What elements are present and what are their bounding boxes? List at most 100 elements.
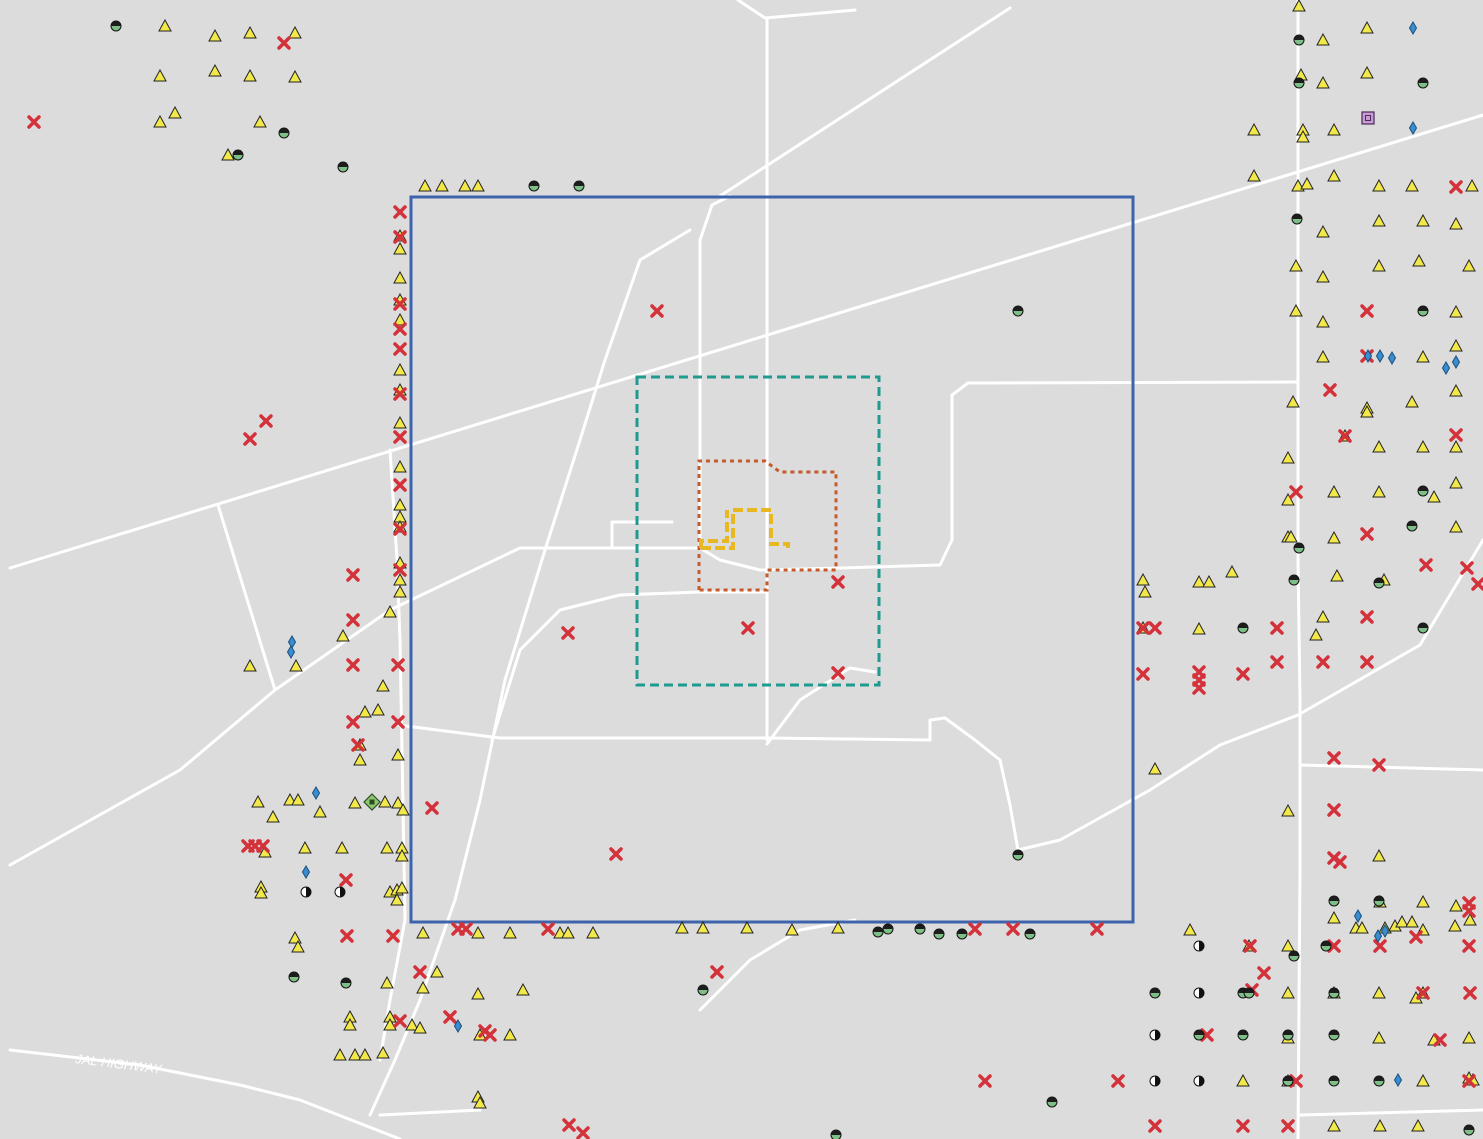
half-circle-icon[interactable] xyxy=(1046,1096,1058,1108)
red-x-icon[interactable] xyxy=(1360,655,1374,669)
red-x-icon[interactable] xyxy=(1148,1119,1162,1133)
red-x-icon[interactable] xyxy=(1360,527,1374,541)
red-x-icon[interactable] xyxy=(1449,428,1463,442)
red-x-icon[interactable] xyxy=(1006,922,1020,936)
triangle-icon[interactable] xyxy=(1225,564,1239,578)
triangle-icon[interactable] xyxy=(1395,914,1409,928)
triangle-icon[interactable] xyxy=(1330,568,1344,582)
half-circle-icon[interactable] xyxy=(1328,1029,1340,1041)
red-x-icon[interactable] xyxy=(1462,939,1476,953)
half-circle-icon[interactable] xyxy=(830,1129,842,1139)
red-x-icon[interactable] xyxy=(393,322,407,336)
triangle-icon[interactable] xyxy=(291,939,305,953)
red-x-icon[interactable] xyxy=(650,304,664,318)
triangle-icon[interactable] xyxy=(516,982,530,996)
half-circle-icon[interactable] xyxy=(1149,987,1161,999)
triangle-icon[interactable] xyxy=(383,604,397,618)
triangle-icon[interactable] xyxy=(471,178,485,192)
half-white-circle-icon[interactable] xyxy=(1193,987,1205,999)
triangle-icon[interactable] xyxy=(1327,910,1341,924)
diamond-icon[interactable] xyxy=(1387,351,1397,365)
red-x-icon[interactable] xyxy=(393,342,407,356)
half-circle-icon[interactable] xyxy=(573,180,585,192)
red-x-icon[interactable] xyxy=(1462,896,1476,910)
red-x-icon[interactable] xyxy=(1433,1033,1447,1047)
diamond-icon[interactable] xyxy=(1451,355,1461,369)
half-circle-icon[interactable] xyxy=(1282,1075,1294,1087)
triangle-icon[interactable] xyxy=(1281,985,1295,999)
red-x-icon[interactable] xyxy=(1338,429,1352,443)
red-x-icon[interactable] xyxy=(346,613,360,627)
triangle-icon[interactable] xyxy=(471,986,485,1000)
triangle-icon[interactable] xyxy=(1289,303,1303,317)
triangle-icon[interactable] xyxy=(393,362,407,376)
red-x-icon[interactable] xyxy=(386,929,400,943)
triangle-icon[interactable] xyxy=(358,1047,372,1061)
triangle-icon[interactable] xyxy=(503,1027,517,1041)
triangle-icon[interactable] xyxy=(1360,404,1374,418)
red-x-icon[interactable] xyxy=(562,1118,576,1132)
triangle-icon[interactable] xyxy=(1462,1030,1476,1044)
triangle-icon[interactable] xyxy=(1416,349,1430,363)
triangle-icon[interactable] xyxy=(1449,338,1463,352)
diamond-icon[interactable] xyxy=(1393,1073,1403,1087)
half-circle-icon[interactable] xyxy=(1373,577,1385,589)
red-x-icon[interactable] xyxy=(1449,180,1463,194)
half-white-circle-icon[interactable] xyxy=(1193,940,1205,952)
red-x-icon[interactable] xyxy=(393,1014,407,1028)
triangle-icon[interactable] xyxy=(380,840,394,854)
triangle-icon[interactable] xyxy=(291,792,305,806)
red-x-icon[interactable] xyxy=(393,478,407,492)
triangle-icon[interactable] xyxy=(740,920,754,934)
triangle-icon[interactable] xyxy=(251,794,265,808)
half-circle-icon[interactable] xyxy=(528,180,540,192)
triangle-icon[interactable] xyxy=(1192,574,1206,588)
triangle-icon[interactable] xyxy=(458,178,472,192)
triangle-icon[interactable] xyxy=(1316,269,1330,283)
triangle-icon[interactable] xyxy=(208,63,222,77)
triangle-icon[interactable] xyxy=(343,1017,357,1031)
triangle-icon[interactable] xyxy=(1372,213,1386,227)
triangle-icon[interactable] xyxy=(1405,178,1419,192)
triangle-icon[interactable] xyxy=(1372,178,1386,192)
half-circle-icon[interactable] xyxy=(1417,305,1429,317)
red-x-icon[interactable] xyxy=(243,432,257,446)
red-x-icon[interactable] xyxy=(968,922,982,936)
triangle-icon[interactable] xyxy=(395,880,409,894)
red-x-icon[interactable] xyxy=(561,626,575,640)
red-x-icon[interactable] xyxy=(339,873,353,887)
triangle-icon[interactable] xyxy=(1236,1073,1250,1087)
diamond-icon[interactable] xyxy=(1375,349,1385,363)
triangle-icon[interactable] xyxy=(1465,178,1479,192)
triangle-icon[interactable] xyxy=(1327,530,1341,544)
triangle-icon[interactable] xyxy=(376,678,390,692)
triangle-icon[interactable] xyxy=(416,980,430,994)
half-circle-icon[interactable] xyxy=(1193,1029,1205,1041)
triangle-icon[interactable] xyxy=(383,1017,397,1031)
triangle-icon[interactable] xyxy=(1300,176,1314,190)
half-white-circle-icon[interactable] xyxy=(300,886,312,898)
red-x-icon[interactable] xyxy=(1136,621,1150,635)
red-x-icon[interactable] xyxy=(1471,577,1483,591)
red-x-icon[interactable] xyxy=(277,36,291,50)
red-x-icon[interactable] xyxy=(391,715,405,729)
red-x-icon[interactable] xyxy=(346,568,360,582)
triangle-icon[interactable] xyxy=(153,68,167,82)
triangle-icon[interactable] xyxy=(1405,394,1419,408)
red-x-icon[interactable] xyxy=(1460,561,1474,575)
triangle-icon[interactable] xyxy=(675,920,689,934)
half-circle-icon[interactable] xyxy=(1328,987,1340,999)
triangle-icon[interactable] xyxy=(1416,439,1430,453)
red-x-icon[interactable] xyxy=(831,575,845,589)
triangle-icon[interactable] xyxy=(1449,475,1463,489)
red-x-icon[interactable] xyxy=(1236,1119,1250,1133)
triangle-icon[interactable] xyxy=(1427,489,1441,503)
red-x-icon[interactable] xyxy=(393,230,407,244)
triangle-icon[interactable] xyxy=(1327,122,1341,136)
half-circle-icon[interactable] xyxy=(914,923,926,935)
red-x-icon[interactable] xyxy=(1281,1119,1295,1133)
triangle-icon[interactable] xyxy=(348,795,362,809)
diamond-icon[interactable] xyxy=(1353,909,1363,923)
red-x-icon[interactable] xyxy=(1327,751,1341,765)
triangle-icon[interactable] xyxy=(785,922,799,936)
